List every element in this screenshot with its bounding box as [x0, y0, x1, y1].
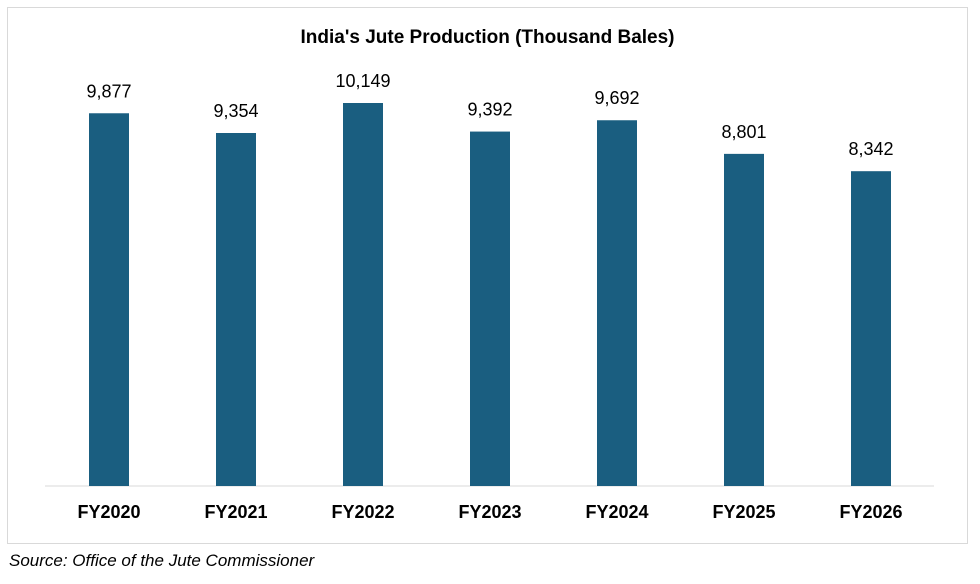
- value-label-fy2026: 8,342: [848, 139, 893, 159]
- chart-title: India's Jute Production (Thousand Bales): [300, 27, 675, 48]
- bar-fy2023: [470, 131, 510, 486]
- bar-fy2026: [851, 171, 891, 487]
- value-label-fy2024: 9,692: [594, 88, 639, 108]
- bar-fy2022: [343, 103, 383, 486]
- value-label-fy2020: 9,877: [86, 81, 131, 101]
- value-label-fy2022: 10,149: [335, 71, 390, 91]
- category-labels-group: FY2020 FY2021 FY2022 FY2023 FY2024 FY2025 FY20…: [77, 502, 902, 522]
- bars-group: [89, 103, 891, 487]
- category-label-fy2022: FY2022: [331, 502, 394, 522]
- category-label-fy2023: FY2023: [458, 502, 521, 522]
- bar-fy2021: [216, 133, 256, 487]
- category-label-fy2021: FY2021: [204, 502, 267, 522]
- value-labels-group: 9,877 9,354 10,149 9,392 9,692 8,801 8,342: [86, 71, 893, 159]
- value-label-fy2025: 8,801: [721, 122, 766, 142]
- bar-fy2020: [89, 113, 129, 487]
- value-label-fy2021: 9,354: [213, 101, 258, 121]
- category-label-fy2025: FY2025: [712, 502, 775, 522]
- category-label-fy2024: FY2024: [585, 502, 648, 522]
- category-label-fy2020: FY2020: [77, 502, 140, 522]
- value-label-fy2023: 9,392: [467, 100, 512, 120]
- source-note: Source: Office of the Jute Commissioner: [9, 551, 315, 570]
- bar-fy2024: [597, 120, 637, 487]
- category-label-fy2026: FY2026: [839, 502, 902, 522]
- bar-fy2025: [724, 153, 764, 487]
